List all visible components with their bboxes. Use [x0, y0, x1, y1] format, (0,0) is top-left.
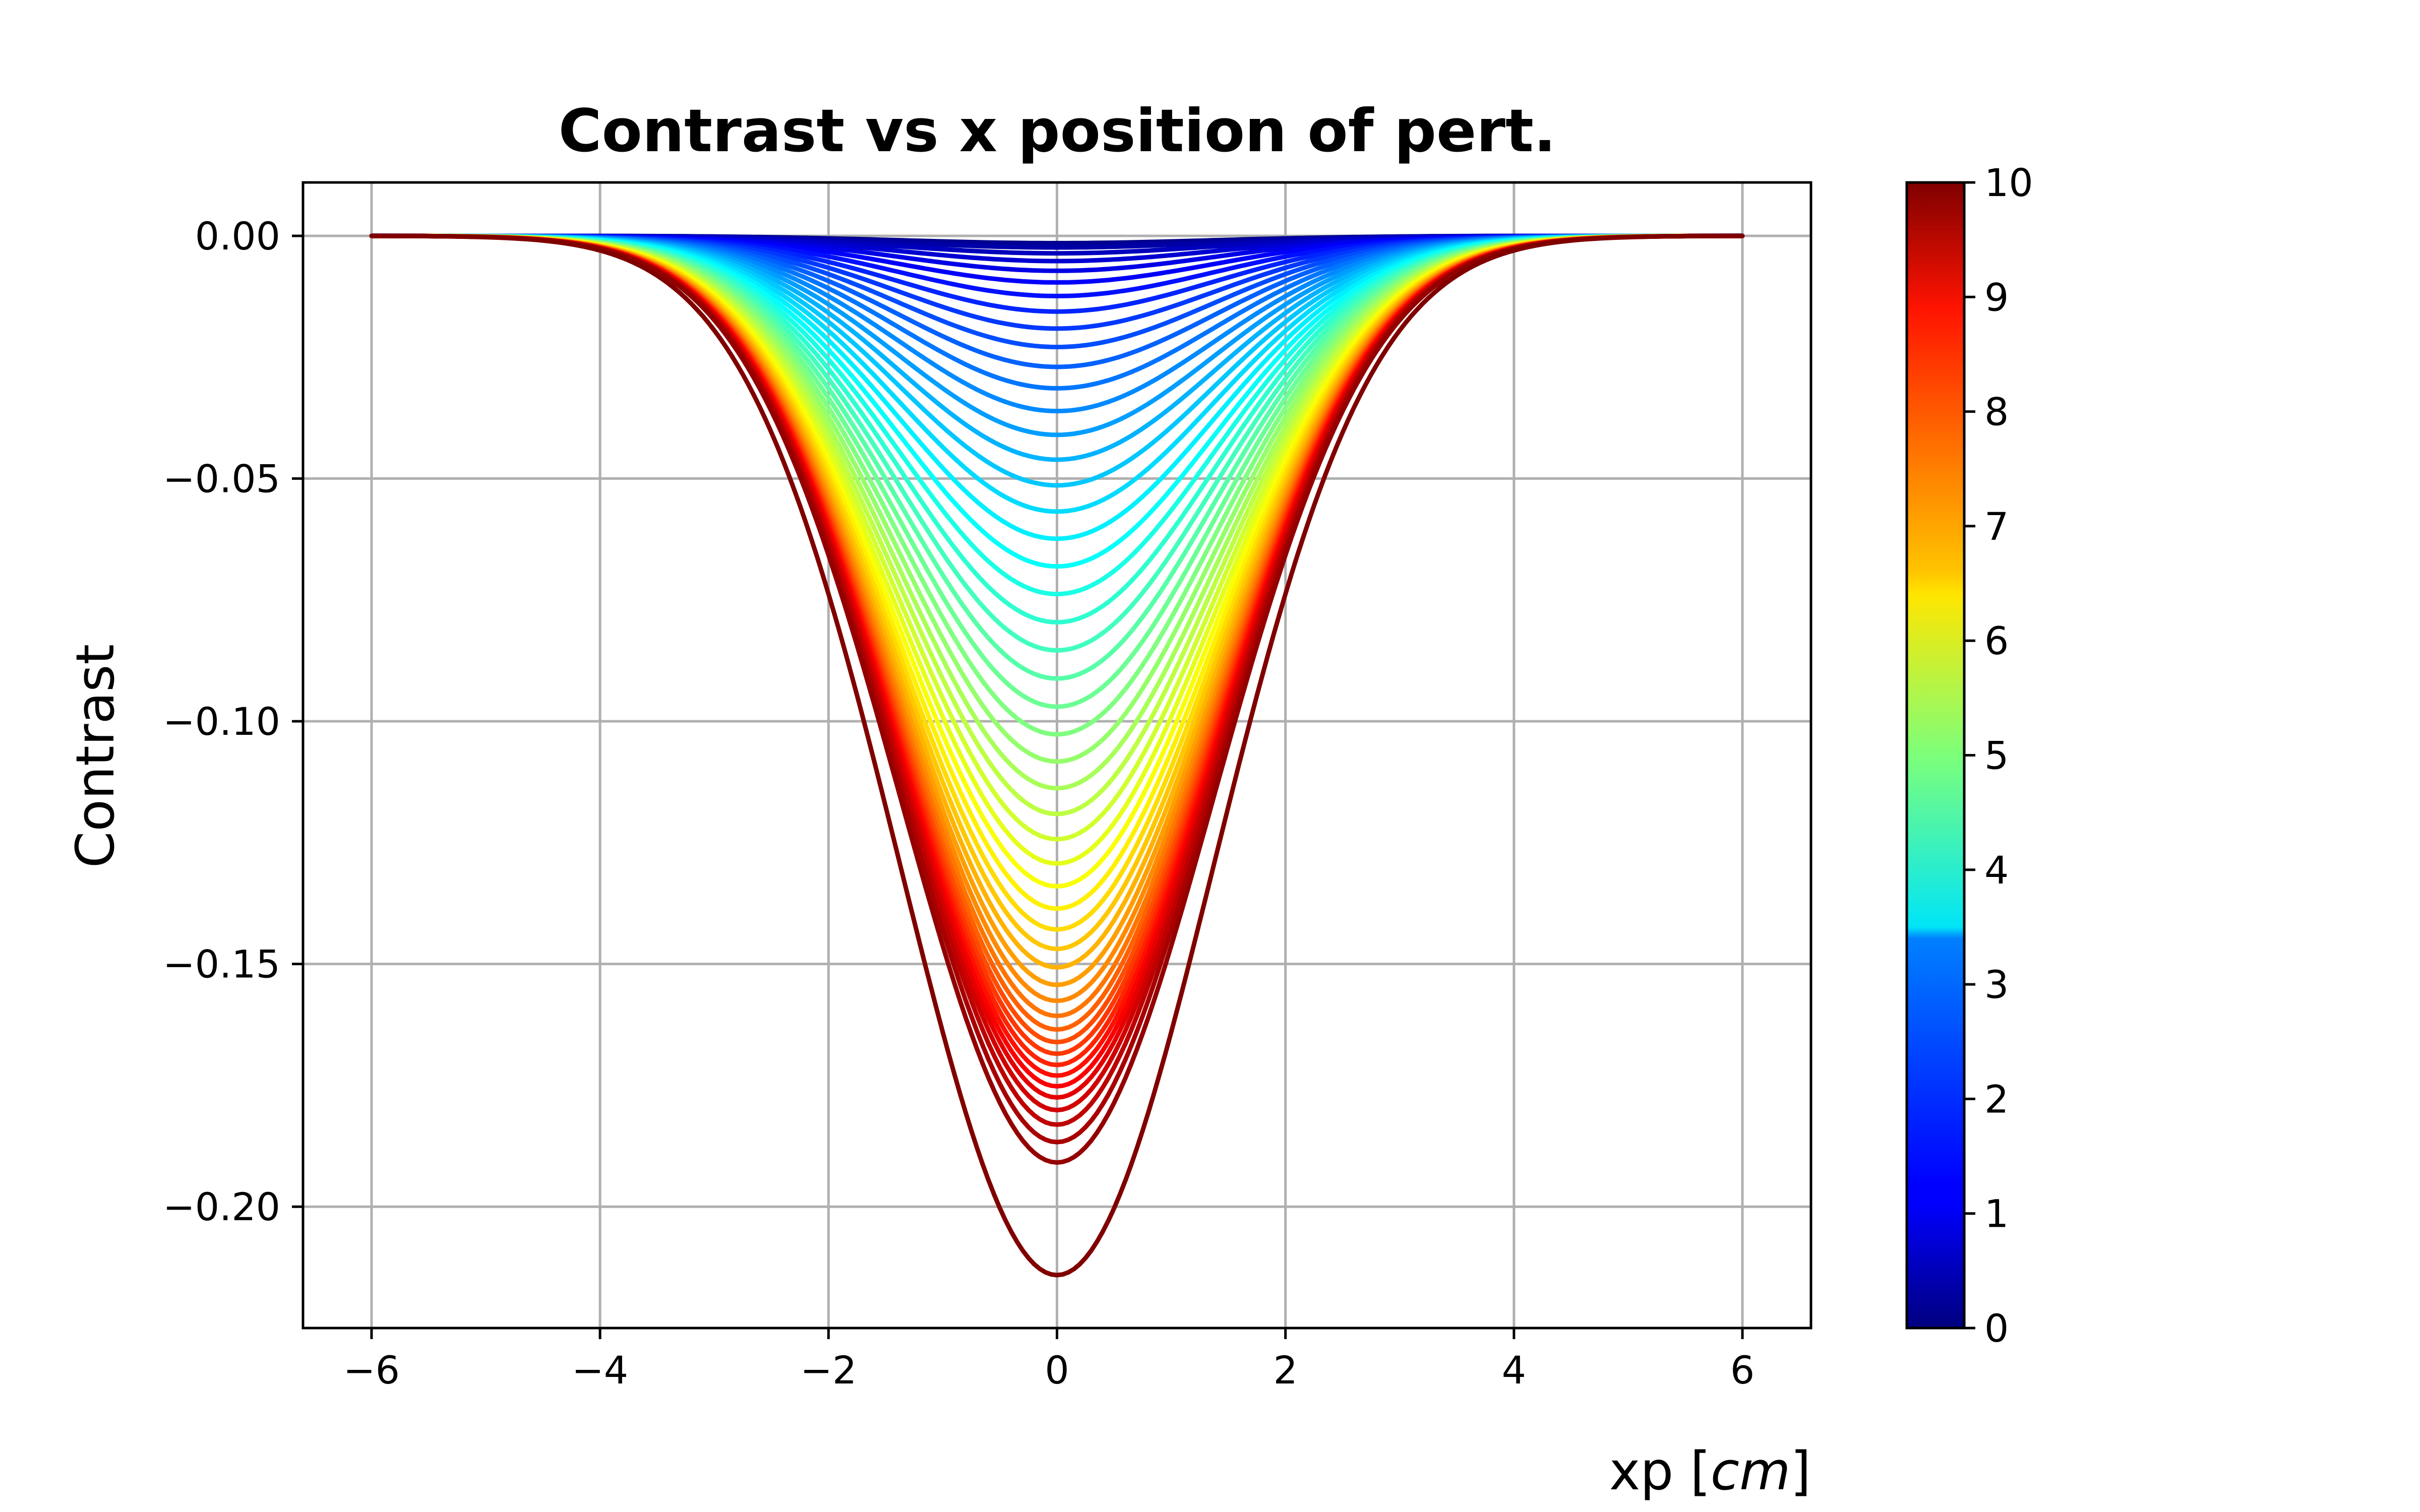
- x-axis-label-unit: cm: [1711, 1440, 1791, 1502]
- colorbar-tick-label: 9: [1984, 275, 2009, 320]
- colorbar-tick-label: 10: [1984, 160, 2033, 205]
- y-tick-label: −0.15: [163, 942, 280, 987]
- x-tick-label: 4: [1502, 1348, 1526, 1393]
- colorbar-tick-label: 4: [1984, 848, 2009, 893]
- colorbar-tick-label: 7: [1984, 504, 2009, 549]
- x-tick-label: −6: [343, 1348, 400, 1393]
- x-tick-label: −2: [800, 1348, 857, 1393]
- colorbar-tick-label: 0: [1984, 1306, 2009, 1351]
- contrast-curve: [369, 233, 1745, 1278]
- grid: [303, 182, 1811, 1328]
- x-axis-label-name: xp: [1609, 1440, 1674, 1502]
- colorbar-tick-label: 2: [1984, 1077, 2009, 1121]
- x-axis-label: xp [cm]: [1609, 1440, 1811, 1502]
- y-tick-label: −0.20: [163, 1184, 280, 1229]
- curve-series-group: [369, 233, 1745, 1278]
- chart-title: Contrast vs x position of pert.: [559, 96, 1556, 165]
- colorbar: [1905, 181, 1966, 1330]
- x-tick-label: 6: [1730, 1348, 1754, 1393]
- x-tick-label: 2: [1274, 1348, 1298, 1393]
- y-tick-label: 0.00: [195, 214, 280, 259]
- y-axis: 0.00 −0.05 −0.10 −0.15 −0.20: [163, 214, 303, 1229]
- colorbar-tick-label: 3: [1984, 962, 2009, 1007]
- y-tick-label: −0.10: [163, 699, 280, 744]
- x-tick-label: −4: [572, 1348, 628, 1393]
- y-tick-label: −0.05: [163, 457, 280, 501]
- colorbar-tick-label: 1: [1984, 1191, 2009, 1236]
- colorbar-tick-label: 5: [1984, 733, 2009, 778]
- x-axis-label-unit-open: [: [1673, 1440, 1711, 1502]
- x-axis-label-unit-close: ]: [1790, 1440, 1811, 1502]
- colorbar-tick-label: 8: [1984, 390, 2009, 434]
- x-axis: −6 −4 −2 0 2 4 6: [343, 1328, 1754, 1393]
- colorbar-ticks: 0 1 2 3 4 5 6 7 8 9 10: [1964, 160, 2033, 1351]
- colorbar-tick-label: 6: [1984, 618, 2009, 663]
- x-tick-label: 0: [1045, 1348, 1069, 1393]
- y-axis-label: Contrast: [65, 644, 126, 868]
